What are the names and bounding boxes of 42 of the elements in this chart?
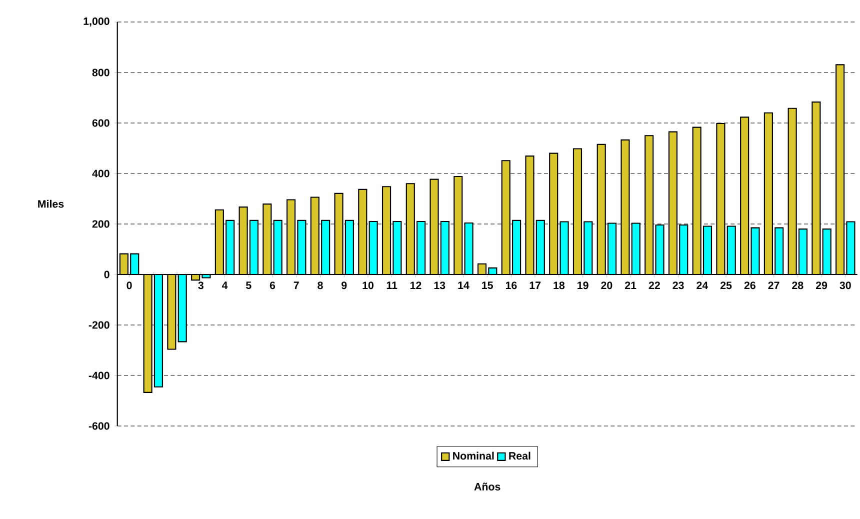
x-tick-label: 29: [816, 282, 828, 290]
x-tick-label: 6: [270, 282, 276, 290]
y-tick-label: 400: [92, 170, 110, 178]
legend-label: Nominal: [453, 452, 494, 460]
y-tick-label: 0: [104, 270, 110, 278]
x-tick-label: 12: [410, 282, 422, 290]
y-tick-label: -200: [88, 321, 110, 329]
x-axis-title: Años: [474, 482, 500, 491]
x-tick-label: 0: [126, 282, 132, 290]
x-tick-label: 14: [458, 282, 470, 290]
x-tick-label: 9: [342, 282, 347, 290]
x-tick-label: 17: [530, 282, 541, 290]
x-tick-label: 16: [506, 282, 517, 290]
x-tick-label: 23: [672, 282, 684, 290]
y-tick-label: -400: [88, 372, 110, 380]
x-tick-label: 7: [294, 282, 299, 290]
x-tick-label: 13: [434, 282, 446, 290]
x-tick-label: 20: [601, 282, 612, 290]
x-tick-label: 26: [744, 282, 756, 290]
x-tick-label: 4: [222, 282, 228, 290]
x-tick-label: 5: [246, 282, 252, 290]
legend-label: Real: [509, 452, 530, 460]
y-tick-label: 600: [92, 119, 110, 127]
x-tick-label: 24: [696, 282, 708, 290]
x-tick-label: 25: [720, 282, 732, 290]
x-tick-label: 28: [792, 282, 804, 290]
y-tick-label: 1,000: [84, 18, 110, 27]
x-tick-label: 15: [482, 282, 493, 290]
x-tick-label: 21: [625, 282, 636, 290]
x-tick-label: 30: [840, 282, 851, 290]
x-tick-label: 27: [768, 282, 780, 290]
x-tick-label: 3: [198, 282, 204, 290]
y-axis-title: Miles: [38, 200, 64, 208]
y-tick-label: -600: [88, 422, 110, 430]
x-tick-label: 10: [362, 282, 374, 290]
x-tick-label: 19: [578, 282, 588, 290]
x-tick-label: 22: [648, 282, 660, 290]
y-tick-label: 200: [92, 220, 110, 228]
x-tick-label: 11: [386, 282, 398, 290]
x-tick-label: 8: [318, 282, 323, 290]
y-tick-label: 800: [92, 68, 110, 76]
x-tick-label: 18: [554, 282, 565, 290]
